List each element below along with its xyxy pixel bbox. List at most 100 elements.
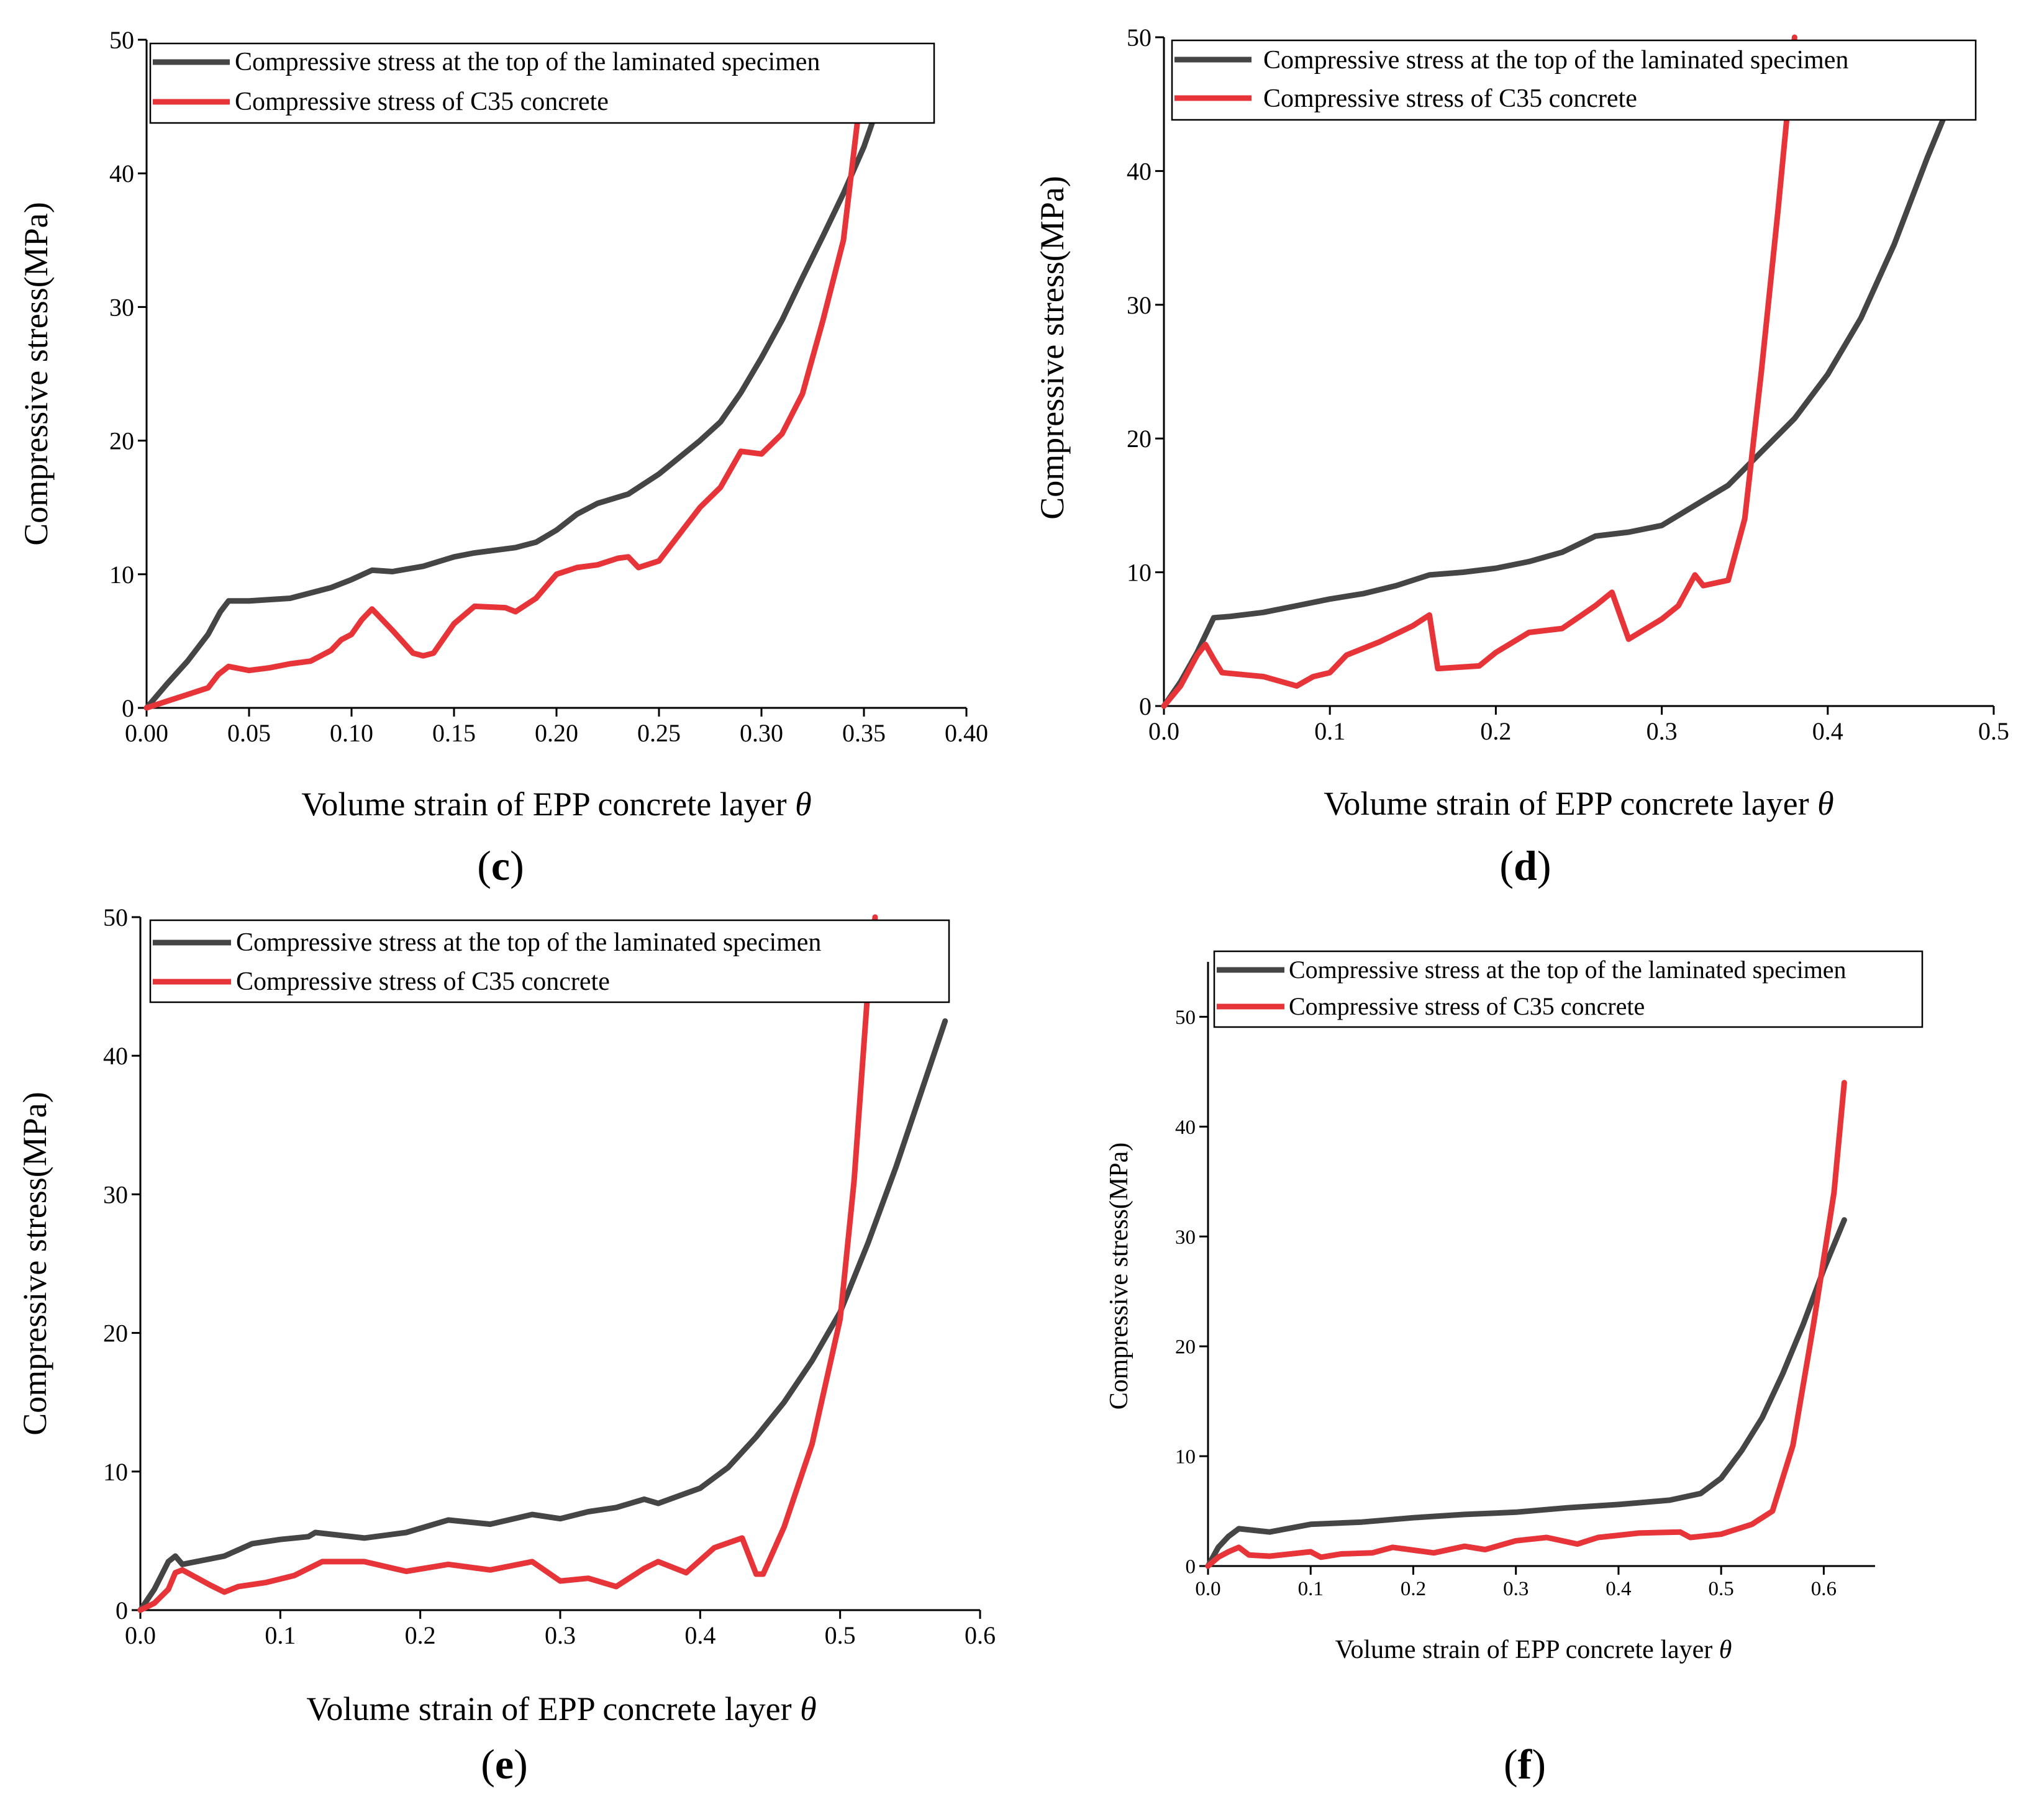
panel-label-letter: d <box>1514 842 1537 889</box>
x-axis-label: Volume strain of EPP concrete layer θ <box>1335 1636 1732 1664</box>
y-tick-label: 0 <box>122 694 134 722</box>
x-tick-label: 0.3 <box>1647 717 1678 745</box>
legend-label-top-stress: Compressive stress at the top of the lam… <box>235 48 820 76</box>
chart-panel-d: 0.0 0.1 0.2 0.3 0.4 0.5 0 10 20 30 40 50 Compressiv… <box>1033 24 2009 889</box>
series-line-top-stress <box>143 104 883 711</box>
x-tick-label: 0.15 <box>432 719 476 747</box>
legend: Compressive stress at the top of the lam… <box>1213 950 1924 1028</box>
legend-frame <box>1171 39 1977 121</box>
series-line-top-stress <box>1205 1217 1847 1569</box>
x-tick-label: 0.30 <box>740 719 783 747</box>
panel-label-open: ( <box>481 1741 495 1788</box>
panel-label: (e) <box>481 1741 528 1788</box>
x-axis-symbol: θ <box>800 1690 817 1727</box>
panel-label: (f) <box>1504 1741 1546 1788</box>
x-tick-label: 0.3 <box>1503 1578 1529 1600</box>
series-line-c35-stress <box>1205 1080 1847 1569</box>
x-axis-label: Volume strain of EPP concrete layer θ <box>1324 785 1833 822</box>
y-tick-label: 40 <box>103 1042 128 1070</box>
x-tick-label: 0.5 <box>1978 717 2009 745</box>
x-axis-label: Volume strain of EPP concrete layer θ <box>301 785 811 823</box>
panel-label-close: ) <box>514 1741 528 1788</box>
x-tick-label: 0.35 <box>842 719 886 747</box>
x-tick-label: 0.40 <box>945 719 988 747</box>
panel-label-letter: e <box>495 1741 514 1788</box>
legend-label-c35-stress: Compressive stress of C35 concrete <box>236 967 610 996</box>
y-axis-label: Compressive stress(MPa) <box>16 1092 53 1435</box>
y-tick-label: 10 <box>103 1458 128 1486</box>
y-tick-label: 30 <box>1127 291 1152 319</box>
y-tick-label: 0 <box>1139 692 1152 720</box>
y-tick-label: 10 <box>1127 559 1152 587</box>
x-tick-label: 0.5 <box>825 1621 856 1649</box>
x-tick-label: 0.4 <box>684 1621 715 1649</box>
panel-label-close: ) <box>1532 1741 1546 1788</box>
x-axis-label-text: Volume strain of EPP concrete layer <box>301 785 786 823</box>
y-tick-label: 10 <box>109 561 134 589</box>
axes: 0.00 0.05 0.10 0.15 0.20 0.25 0.30 0.35 0.40 0 10 2… <box>109 26 988 747</box>
legend: Compressive stress at the top of the lam… <box>1171 39 1977 121</box>
x-axis-label: Volume strain of EPP concrete layer θ <box>306 1690 816 1727</box>
y-tick-label: 50 <box>109 26 134 54</box>
y-tick-label: 30 <box>103 1180 128 1208</box>
x-tick-label: 0.1 <box>265 1621 296 1649</box>
series-group <box>1161 34 1947 709</box>
x-tick-label: 0.2 <box>1480 717 1511 745</box>
series-line-c35-stress <box>137 914 878 1613</box>
axes: 0.0 0.1 0.2 0.3 0.4 0.5 0 10 20 30 40 50 <box>1127 24 2009 745</box>
legend: Compressive stress at the top of the lam… <box>149 919 950 1003</box>
axes: 0.0 0.1 0.2 0.3 0.4 0.5 0.6 0 10 20 30 40 50 <box>103 903 996 1649</box>
legend: Compressive stress at the top of the lam… <box>149 42 935 124</box>
panel-label-open: ( <box>477 842 491 889</box>
x-tick-label: 0.0 <box>1195 1578 1220 1600</box>
y-tick-label: 20 <box>1127 425 1152 453</box>
y-tick-label: 50 <box>1127 24 1152 52</box>
x-tick-label: 0.20 <box>535 719 578 747</box>
panel-label: (c) <box>477 842 524 889</box>
legend-label-c35-stress: Compressive stress of C35 concrete <box>1263 84 1637 113</box>
legend-label-c35-stress: Compressive stress of C35 concrete <box>1289 992 1645 1020</box>
legend-label-c35-stress: Compressive stress of C35 concrete <box>235 88 609 116</box>
series-group <box>1205 1080 1847 1569</box>
y-tick-label: 10 <box>1175 1446 1196 1469</box>
y-tick-label: 0 <box>1186 1556 1196 1578</box>
x-tick-label: 0.5 <box>1709 1578 1734 1600</box>
x-tick-label: 0.05 <box>227 719 271 747</box>
x-tick-label: 0.4 <box>1812 717 1843 745</box>
x-tick-label: 0.6 <box>1811 1578 1837 1600</box>
legend-frame <box>1213 950 1924 1028</box>
y-tick-label: 40 <box>1175 1116 1196 1139</box>
series-group <box>143 63 883 711</box>
panel-label: (d) <box>1499 842 1551 889</box>
legend-label-top-stress: Compressive stress at the top of the lam… <box>1289 956 1847 984</box>
y-axis-label: Compressive stress(MPa) <box>1105 1143 1133 1410</box>
legend-label-top-stress: Compressive stress at the top of the lam… <box>236 928 821 957</box>
panel-label-open: ( <box>1499 842 1514 889</box>
x-tick-label: 0.00 <box>125 719 168 747</box>
x-tick-label: 0.1 <box>1298 1578 1324 1600</box>
x-axis-label-text: Volume strain of EPP concrete layer <box>306 1690 791 1727</box>
y-tick-label: 20 <box>109 427 134 455</box>
panel-label-open: ( <box>1504 1741 1518 1788</box>
series-group <box>137 914 948 1613</box>
panel-label-close: ) <box>1537 842 1551 889</box>
x-tick-label: 0.4 <box>1606 1578 1631 1600</box>
y-tick-label: 30 <box>1175 1226 1196 1249</box>
panel-label-close: ) <box>510 842 524 889</box>
x-tick-label: 0.6 <box>965 1621 996 1649</box>
x-tick-label: 0.2 <box>1401 1578 1426 1600</box>
x-tick-label: 0.2 <box>405 1621 436 1649</box>
chart-panel-e: 0.0 0.1 0.2 0.3 0.4 0.5 0.6 0 10 20 30 40 50 Compres… <box>16 903 996 1788</box>
legend-frame <box>149 42 935 124</box>
y-tick-label: 20 <box>1175 1336 1196 1359</box>
x-tick-label: 0.10 <box>330 719 373 747</box>
chart-panel-c: 0.00 0.05 0.10 0.15 0.20 0.25 0.30 0.35 0.40 0 10 2… <box>17 26 988 889</box>
x-axis-symbol: θ <box>795 785 812 823</box>
y-tick-label: 30 <box>109 293 134 321</box>
y-axis-label: Compressive stress(MPa) <box>1033 176 1071 519</box>
panel-label-letter: c <box>491 842 510 889</box>
y-tick-label: 40 <box>109 160 134 188</box>
x-tick-label: 0.1 <box>1314 717 1345 745</box>
